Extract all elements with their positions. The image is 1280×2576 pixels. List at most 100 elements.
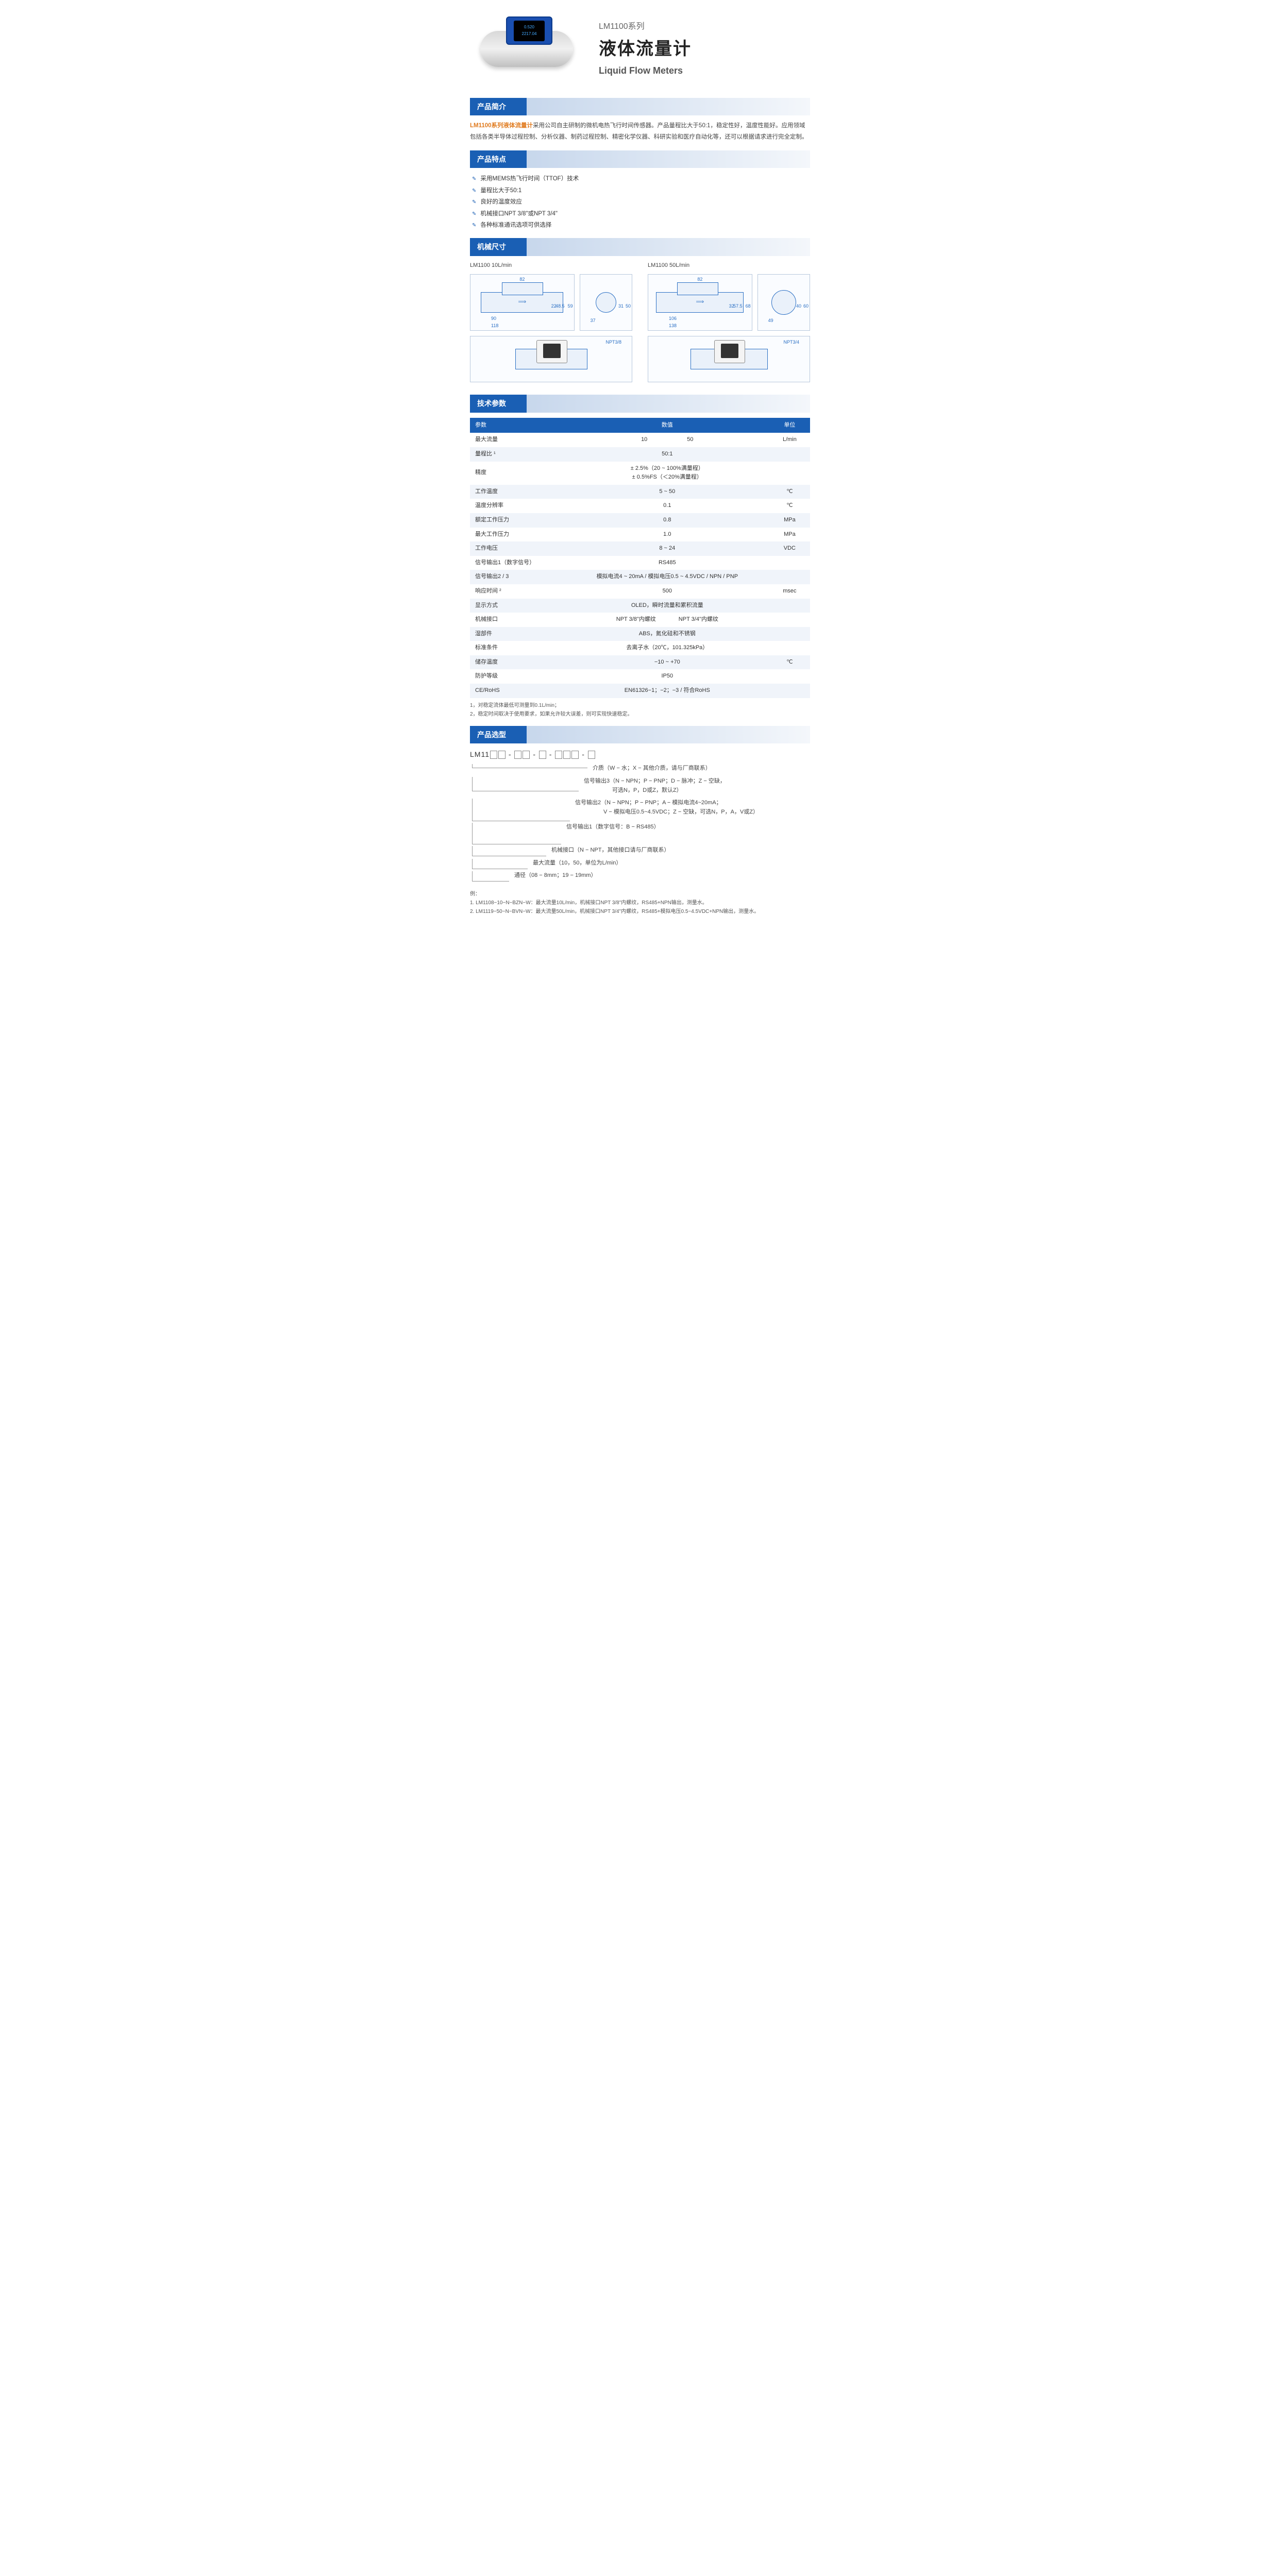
cell-param: CE/RoHS [470,684,565,698]
cell-param: 精度 [470,462,565,485]
cell-unit [769,613,810,627]
feature-item: 良好的温度效应 [472,196,810,208]
spec-note: 2，稳定时间取决于使用要求，如果允许较大误差，则可实现快速稳定。 [470,710,810,719]
product-photo: 0.520 2217.04 [470,10,583,88]
cell-unit: MPa [769,528,810,542]
col-param: 参数 [470,418,565,433]
cell-param: 响应时间 ² [470,584,565,599]
feature-item: 各种标准通讯选项可供选择 [472,219,810,231]
selector-examples: 例： 1. LM1108−10−N−BZN−W：最大流量10L/min，机械接口… [470,890,810,916]
section-intro-header: 产品简介 [470,98,810,115]
cell-value: 0.8 [565,513,769,528]
cell-value: 5 ~ 50 [565,485,769,499]
feature-item: 量程比大于50:1 [472,185,810,196]
examples-label: 例： [470,890,810,899]
selector-item: 信号输出3（N − NPN；P − PNP；D − 脉冲；Z − 空缺， 可选N… [470,777,810,797]
cell-value: NPT 3/8"内螺纹 NPT 3/4"内螺纹 [565,613,769,627]
cell-value: OLED，瞬时流量和累积流量 [565,599,769,613]
cell-value: 50:1 [565,447,769,462]
intro-text: LM1100系列液体流量计采用公司自主研制的微机电热飞行时间传感器。产品量程比大… [470,121,810,143]
cell-param: 信号输出2 / 3 [470,570,565,584]
selector: LM11 - - - - 介质（W − 水；X − 其他介质，请与厂商联系） 信号… [470,749,810,916]
cell-param: 机械接口 [470,613,565,627]
cell-unit [769,684,810,698]
cell-unit [769,462,810,485]
drawing-right-side: 49 40 60 [757,274,810,331]
table-row: 响应时间 ²500msec [470,584,810,599]
drawing-right-front: ⟹ 82 106 138 32 57.5 68 [648,274,752,331]
dims-right-label: LM1100 50L/min [648,261,810,270]
cell-unit: ℃ [769,655,810,670]
display-val-2: 2217.04 [522,31,537,38]
cell-value: 模拟电流4 ~ 20mA / 模拟电压0.5 ~ 4.5VDC / NPN / … [565,570,769,584]
drawing-left-npt: NPT3/8 [470,336,632,382]
cell-param: 储存温度 [470,655,565,670]
feature-item: 机械接口NPT 3/8"或NPT 3/4" [472,208,810,219]
col-value: 数值 [565,418,769,433]
table-row: 储存温度−10 ~ +70℃ [470,655,810,670]
table-row: 温度分辨率0.1℃ [470,499,810,513]
spec-note: 1，对稳定流体最低可测量到0.1L/min； [470,701,810,710]
drawing-right-npt: NPT3/4 [648,336,810,382]
selector-code: LM11 - - - - [470,749,810,760]
selector-text: 信号输出2（N − NPN；P − PNP；A − 模拟电流4~20mA； V … [570,799,759,821]
section-selector-header: 产品选型 [470,726,810,743]
feature-list: 采用MEMS热飞行时间（TTOF）技术量程比大于50:1良好的温度效应机械接口N… [470,173,810,231]
cell-unit [769,599,810,613]
cell-unit [769,641,810,655]
cell-value: 500 [565,584,769,599]
table-row: CE/RoHSEN61326−1；−2；−3 / 符合RoHS [470,684,810,698]
title-block: LM1100系列 液体流量计 Liquid Flow Meters [599,20,692,78]
spec-notes: 1，对稳定流体最低可测量到0.1L/min；2，稳定时间取决于使用要求，如果允许… [470,701,810,719]
dims-right: LM1100 50L/min ⟹ 82 106 138 32 57.5 68 4… [648,261,810,388]
cell-value: IP50 [565,669,769,684]
cell-value: −10 ~ +70 [565,655,769,670]
intro-highlight: LM1100系列液体流量计 [470,123,533,129]
cell-param: 标准条件 [470,641,565,655]
cell-value: RS485 [565,556,769,570]
cell-param: 量程比 ¹ [470,447,565,462]
selector-item: 机械接口（N − NPT，其他接口请与厂商联系） [470,846,810,857]
section-features-header: 产品特点 [470,150,810,168]
selector-text: 机械接口（N − NPT，其他接口请与厂商联系） [546,846,669,857]
cell-unit: ℃ [769,499,810,513]
title-cn: 液体流量计 [599,35,692,63]
selector-text: 信号输出1（数字信号：B − RS485） [561,823,660,844]
cell-param: 工作温度 [470,485,565,499]
title-en: Liquid Flow Meters [599,63,692,78]
header: 0.520 2217.04 LM1100系列 液体流量计 Liquid Flow… [470,10,810,88]
drawing-left-front: ⟹ 82 90 118 22 48.5 59 [470,274,575,331]
example-line: 2. LM1119−50−N−BVN−W：最大流量50L/min，机械接口NPT… [470,907,810,916]
cell-value: ± 2.5%（20 ~ 100%满量程） ± 0.5%FS（＜20%满量程） [565,462,769,485]
cell-unit: MPa [769,513,810,528]
selector-text: 通径（08 − 8mm；19 − 19mm） [509,871,597,883]
table-row: 机械接口NPT 3/8"内螺纹 NPT 3/4"内螺纹 [470,613,810,627]
dims-row: LM1100 10L/min ⟹ 82 90 118 22 48.5 59 37 [470,261,810,388]
table-row: 最大流量10 50L/min [470,433,810,447]
example-line: 1. LM1108−10−N−BZN−W：最大流量10L/min，机械接口NPT… [470,899,810,907]
cell-unit: ℃ [769,485,810,499]
table-row: 防护等级IP50 [470,669,810,684]
selector-text: 最大流量（10，50，单位为L/min） [528,859,621,870]
cell-unit [769,627,810,641]
cell-unit [769,447,810,462]
col-unit: 单位 [769,418,810,433]
cell-value: EN61326−1；−2；−3 / 符合RoHS [565,684,769,698]
selector-item: 信号输出2（N − NPN；P − PNP；A − 模拟电流4~20mA； V … [470,799,810,821]
cell-value: 10 50 [565,433,769,447]
cell-param: 额定工作压力 [470,513,565,528]
table-row: 信号输出1（数字信号）RS485 [470,556,810,570]
cell-value: 1.0 [565,528,769,542]
cell-unit: msec [769,584,810,599]
section-specs-header: 技术参数 [470,395,810,412]
dims-left: LM1100 10L/min ⟹ 82 90 118 22 48.5 59 37 [470,261,632,388]
selector-item: 介质（W − 水；X − 其他介质，请与厂商联系） [470,764,810,775]
selector-text: 信号输出3（N − NPN；P − PNP；D − 脉冲；Z − 空缺， 可选N… [579,777,726,797]
display-val-1: 0.520 [524,24,534,31]
table-row: 量程比 ¹50:1 [470,447,810,462]
drawing-left-side: 37 31 50 [580,274,632,331]
selector-item: 最大流量（10，50，单位为L/min） [470,859,810,870]
table-row: 最大工作压力1.0MPa [470,528,810,542]
cell-unit [769,556,810,570]
table-row: 显示方式OLED，瞬时流量和累积流量 [470,599,810,613]
